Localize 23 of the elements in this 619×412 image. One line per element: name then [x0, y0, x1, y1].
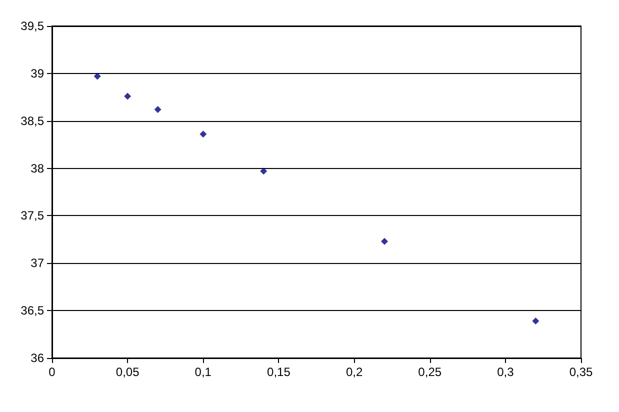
- x-tick-label: 0,05: [116, 365, 140, 379]
- x-tick-label: 0,3: [497, 365, 514, 379]
- y-tick-label: 37,5: [20, 208, 44, 223]
- y-tick-label: 38: [30, 161, 44, 176]
- x-tick-label: 0,1: [194, 365, 212, 379]
- x-tick-label: 0,25: [418, 365, 442, 379]
- x-tick-label: 0,15: [267, 365, 291, 379]
- y-tick-label: 37: [30, 256, 44, 270]
- x-tick-label: 0: [48, 365, 56, 379]
- y-tick-label: 38,5: [20, 114, 44, 128]
- y-tick-label: 39,5: [20, 19, 44, 33]
- point: [124, 92, 132, 100]
- x-tick-label: 0,35: [569, 365, 593, 379]
- point: [200, 130, 207, 138]
- y-tick-label: 39: [30, 66, 44, 80]
- point: [154, 106, 162, 113]
- point: [381, 238, 388, 245]
- point: [94, 72, 101, 80]
- y-tick-label: 36,5: [20, 304, 44, 318]
- x-tick-label: 0,2: [346, 365, 363, 379]
- y-tick-label: 36: [30, 351, 44, 365]
- point: [260, 168, 268, 175]
- point: [532, 318, 540, 325]
